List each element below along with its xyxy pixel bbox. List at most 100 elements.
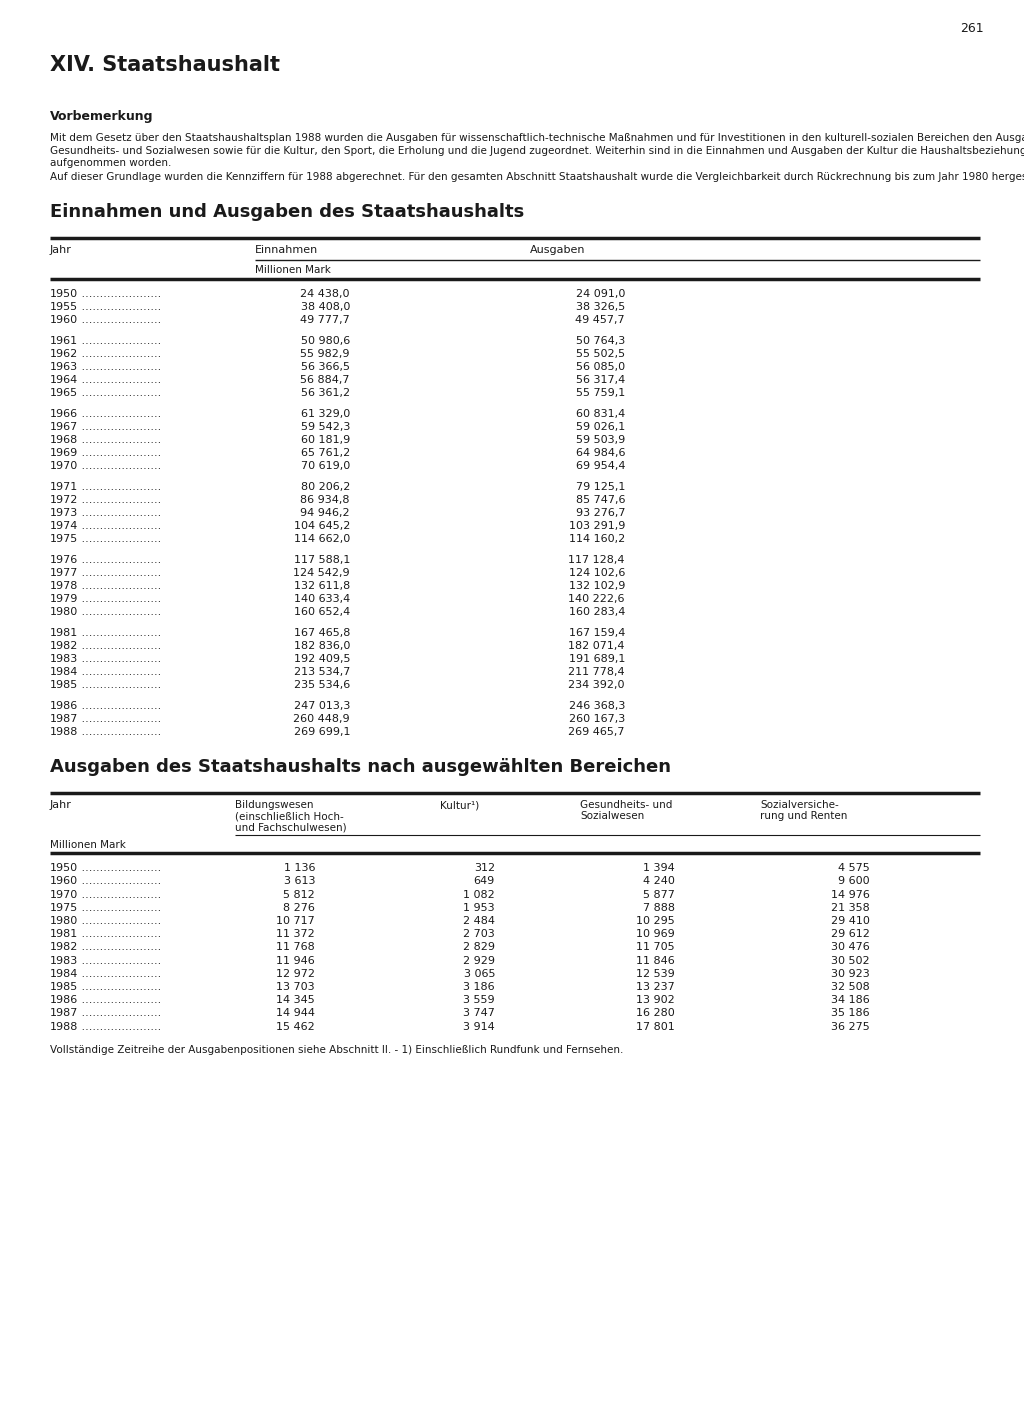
Text: 140 222,6: 140 222,6 bbox=[568, 594, 625, 604]
Text: 24 091,0: 24 091,0 bbox=[575, 289, 625, 298]
Text: 15 462: 15 462 bbox=[276, 1021, 315, 1031]
Text: 1988: 1988 bbox=[50, 1021, 79, 1031]
Text: Millionen Mark: Millionen Mark bbox=[50, 841, 126, 850]
Text: 85 747,6: 85 747,6 bbox=[575, 495, 625, 504]
Text: 1969: 1969 bbox=[50, 448, 78, 458]
Text: ......................: ...................... bbox=[78, 713, 161, 724]
Text: 17 801: 17 801 bbox=[636, 1021, 675, 1031]
Text: 1965: 1965 bbox=[50, 388, 78, 398]
Text: 182 836,0: 182 836,0 bbox=[294, 640, 350, 651]
Text: Vollständige Zeitreihe der Ausgabenpositionen siehe Abschnitt II. - 1) Einschlie: Vollständige Zeitreihe der Ausgabenposit… bbox=[50, 1045, 624, 1055]
Text: 59 542,3: 59 542,3 bbox=[301, 422, 350, 432]
Text: 117 128,4: 117 128,4 bbox=[568, 555, 625, 565]
Text: ......................: ...................... bbox=[78, 388, 161, 398]
Text: 69 954,4: 69 954,4 bbox=[575, 461, 625, 471]
Text: 3 613: 3 613 bbox=[284, 877, 315, 887]
Text: 1975: 1975 bbox=[50, 534, 78, 545]
Text: ......................: ...................... bbox=[78, 521, 161, 531]
Text: 1978: 1978 bbox=[50, 581, 79, 591]
Text: 132 611,8: 132 611,8 bbox=[294, 581, 350, 591]
Text: 10 717: 10 717 bbox=[276, 916, 315, 926]
Text: 13 237: 13 237 bbox=[636, 982, 675, 992]
Text: 14 944: 14 944 bbox=[276, 1009, 315, 1019]
Text: 29 410: 29 410 bbox=[831, 916, 870, 926]
Text: 11 946: 11 946 bbox=[276, 955, 315, 965]
Text: 1986: 1986 bbox=[50, 700, 78, 710]
Text: 260 167,3: 260 167,3 bbox=[568, 713, 625, 724]
Text: 56 085,0: 56 085,0 bbox=[575, 361, 625, 373]
Text: ......................: ...................... bbox=[78, 509, 161, 518]
Text: 59 026,1: 59 026,1 bbox=[575, 422, 625, 432]
Text: ......................: ...................... bbox=[78, 982, 161, 992]
Text: ......................: ...................... bbox=[78, 594, 161, 604]
Text: 3 747: 3 747 bbox=[463, 1009, 495, 1019]
Text: 64 984,6: 64 984,6 bbox=[575, 448, 625, 458]
Text: 160 652,4: 160 652,4 bbox=[294, 608, 350, 618]
Text: Ausgaben des Staatshaushalts nach ausgewählten Bereichen: Ausgaben des Staatshaushalts nach ausgew… bbox=[50, 758, 671, 776]
Text: 55 759,1: 55 759,1 bbox=[575, 388, 625, 398]
Text: 1985: 1985 bbox=[50, 681, 78, 691]
Text: ......................: ...................... bbox=[78, 555, 161, 565]
Text: ......................: ...................... bbox=[78, 434, 161, 446]
Text: 70 619,0: 70 619,0 bbox=[301, 461, 350, 471]
Text: 1 082: 1 082 bbox=[463, 890, 495, 899]
Text: ......................: ...................... bbox=[78, 1021, 161, 1031]
Text: 114 662,0: 114 662,0 bbox=[294, 534, 350, 545]
Text: ......................: ...................... bbox=[78, 943, 161, 953]
Text: 104 645,2: 104 645,2 bbox=[294, 521, 350, 531]
Text: 38 326,5: 38 326,5 bbox=[575, 303, 625, 312]
Text: 30 476: 30 476 bbox=[831, 943, 870, 953]
Text: ......................: ...................... bbox=[78, 422, 161, 432]
Text: 13 902: 13 902 bbox=[636, 995, 675, 1005]
Text: 211 778,4: 211 778,4 bbox=[568, 667, 625, 677]
Text: Jahr: Jahr bbox=[50, 800, 72, 810]
Text: 16 280: 16 280 bbox=[636, 1009, 675, 1019]
Text: 1984: 1984 bbox=[50, 667, 79, 677]
Text: 21 358: 21 358 bbox=[831, 902, 870, 913]
Text: ......................: ...................... bbox=[78, 727, 161, 737]
Text: 56 366,5: 56 366,5 bbox=[301, 361, 350, 373]
Text: 55 502,5: 55 502,5 bbox=[575, 349, 625, 359]
Text: 3 559: 3 559 bbox=[464, 995, 495, 1005]
Text: 182 071,4: 182 071,4 bbox=[568, 640, 625, 651]
Text: 24 438,0: 24 438,0 bbox=[300, 289, 350, 298]
Text: ......................: ...................... bbox=[78, 608, 161, 618]
Text: ......................: ...................... bbox=[78, 700, 161, 710]
Text: ......................: ...................... bbox=[78, 654, 161, 664]
Text: 1981: 1981 bbox=[50, 628, 78, 637]
Text: ......................: ...................... bbox=[78, 969, 161, 979]
Text: 79 125,1: 79 125,1 bbox=[575, 482, 625, 492]
Text: Sozialversiche-: Sozialversiche- bbox=[760, 800, 839, 810]
Text: ......................: ...................... bbox=[78, 995, 161, 1005]
Text: 38 408,0: 38 408,0 bbox=[301, 303, 350, 312]
Text: ......................: ...................... bbox=[78, 681, 161, 691]
Text: ......................: ...................... bbox=[78, 336, 161, 346]
Text: 1979: 1979 bbox=[50, 594, 79, 604]
Text: 3 914: 3 914 bbox=[463, 1021, 495, 1031]
Text: 56 884,7: 56 884,7 bbox=[300, 375, 350, 385]
Text: Auf dieser Grundlage wurden die Kennziffern für 1988 abgerechnet. Für den gesamt: Auf dieser Grundlage wurden die Kennziff… bbox=[50, 172, 1024, 182]
Text: Vorbemerkung: Vorbemerkung bbox=[50, 111, 154, 123]
Text: ......................: ...................... bbox=[78, 929, 161, 939]
Text: 269 699,1: 269 699,1 bbox=[294, 727, 350, 737]
Text: 7 888: 7 888 bbox=[643, 902, 675, 913]
Text: 1971: 1971 bbox=[50, 482, 78, 492]
Text: aufgenommen worden.: aufgenommen worden. bbox=[50, 158, 171, 168]
Text: 1967: 1967 bbox=[50, 422, 78, 432]
Text: 30 502: 30 502 bbox=[831, 955, 870, 965]
Text: 56 317,4: 56 317,4 bbox=[575, 375, 625, 385]
Text: Millionen Mark: Millionen Mark bbox=[255, 265, 331, 275]
Text: 59 503,9: 59 503,9 bbox=[575, 434, 625, 446]
Text: 1964: 1964 bbox=[50, 375, 78, 385]
Text: 9 600: 9 600 bbox=[839, 877, 870, 887]
Text: 5 877: 5 877 bbox=[643, 890, 675, 899]
Text: 246 368,3: 246 368,3 bbox=[568, 700, 625, 710]
Text: 34 186: 34 186 bbox=[831, 995, 870, 1005]
Text: 10 969: 10 969 bbox=[636, 929, 675, 939]
Text: 14 976: 14 976 bbox=[831, 890, 870, 899]
Text: XIV. Staatshaushalt: XIV. Staatshaushalt bbox=[50, 55, 280, 76]
Text: und Fachschulwesen): und Fachschulwesen) bbox=[234, 822, 347, 832]
Text: 191 689,1: 191 689,1 bbox=[568, 654, 625, 664]
Text: 312: 312 bbox=[474, 863, 495, 873]
Text: ......................: ...................... bbox=[78, 1009, 161, 1019]
